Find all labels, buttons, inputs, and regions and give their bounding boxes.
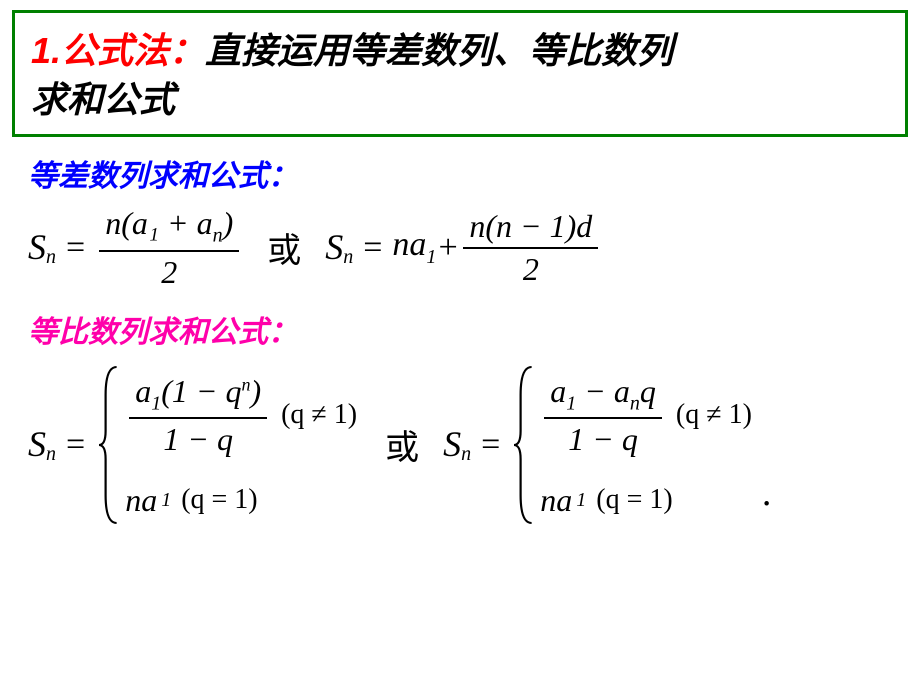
arith-f2-den: 2	[517, 249, 545, 290]
arith-frac1: n(a₁ + an) 2	[99, 203, 239, 292]
arith-f1-den: 2	[155, 252, 183, 293]
geom-case2-left: na1 (q = 1)	[125, 482, 357, 519]
geom-cases-right-body: a1 − anq 1 − q (q ≠ 1) na1 (q = 1)	[536, 365, 756, 525]
geom-or: 或	[385, 420, 419, 469]
brace-icon	[514, 365, 536, 525]
arith-formula-row: Sn = n(a₁ + an) 2 或 Sn = na1 + n(n − 1)d…	[28, 203, 920, 292]
title-line-1: 1.公式法：直接运用等差数列、等比数列	[31, 27, 889, 76]
title-line-2: 求和公式	[31, 76, 889, 125]
title-desc-b: 求和公式	[31, 79, 175, 120]
title-desc-a: 直接运用等差数列、等比数列	[205, 30, 673, 71]
geom-case1-left: a1(1 − qn) 1 − q (q ≠ 1)	[125, 371, 357, 460]
geom-r-c1-cond: (q ≠ 1)	[676, 399, 752, 431]
arith-eq2: =	[363, 229, 382, 267]
arith-plus: +	[436, 229, 459, 267]
arith-frac2: n(n − 1)d 2	[463, 206, 598, 290]
arith-eq1: =	[66, 229, 85, 267]
geom-heading: 等比数列求和公式：	[28, 307, 920, 351]
brace-icon	[99, 365, 121, 525]
geom-case2-right: na1 (q = 1)	[540, 482, 752, 519]
arith-f2-num: n(n − 1)d	[463, 206, 598, 247]
geom-formula-row: Sn = a1(1 − qn) 1 − q (q ≠ 1) na1 (q = 1…	[28, 365, 920, 525]
geom-c2-cond: (q = 1)	[181, 484, 257, 516]
geom-lhs-r: Sn	[443, 423, 471, 466]
geom-cases-left: a1(1 − qn) 1 − q (q ≠ 1) na1 (q = 1)	[99, 365, 361, 525]
geom-r-c2-cond: (q = 1)	[596, 484, 672, 516]
geom-eq1: =	[66, 426, 85, 464]
arith-na1: na1	[392, 226, 436, 269]
arith-S2: S	[325, 227, 343, 267]
geom-c1-cond: (q ≠ 1)	[281, 399, 357, 431]
arith-S: S	[28, 227, 46, 267]
title-number: 1.	[31, 30, 61, 71]
arith-heading: 等差数列求和公式：	[28, 151, 920, 195]
arith-f1-num: n(a₁ + an)	[99, 203, 239, 249]
arith-S2-sub: n	[343, 246, 353, 268]
geom-case1-right: a1 − anq 1 − q (q ≠ 1)	[540, 371, 752, 460]
title-box: 1.公式法：直接运用等差数列、等比数列 求和公式	[12, 10, 908, 137]
geom-eq2: =	[481, 426, 500, 464]
geom-period: .	[762, 471, 772, 515]
arith-lhs2: Sn	[325, 226, 353, 269]
title-method: 公式法：	[61, 30, 205, 71]
geom-r-c1-frac: a1 − anq 1 − q	[544, 371, 662, 460]
geom-cases-right: a1 − anq 1 − q (q ≠ 1) na1 (q = 1)	[514, 365, 756, 525]
geom-cases-left-body: a1(1 − qn) 1 − q (q ≠ 1) na1 (q = 1)	[121, 365, 361, 525]
arith-or: 或	[267, 223, 301, 272]
geom-c1-frac: a1(1 − qn) 1 − q	[129, 371, 267, 460]
arith-S-sub: n	[46, 246, 56, 268]
geom-lhs: Sn	[28, 423, 56, 466]
arith-lhs: Sn	[28, 226, 56, 269]
